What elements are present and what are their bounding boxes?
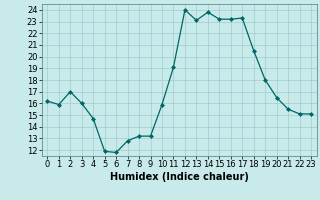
X-axis label: Humidex (Indice chaleur): Humidex (Indice chaleur) — [110, 172, 249, 182]
